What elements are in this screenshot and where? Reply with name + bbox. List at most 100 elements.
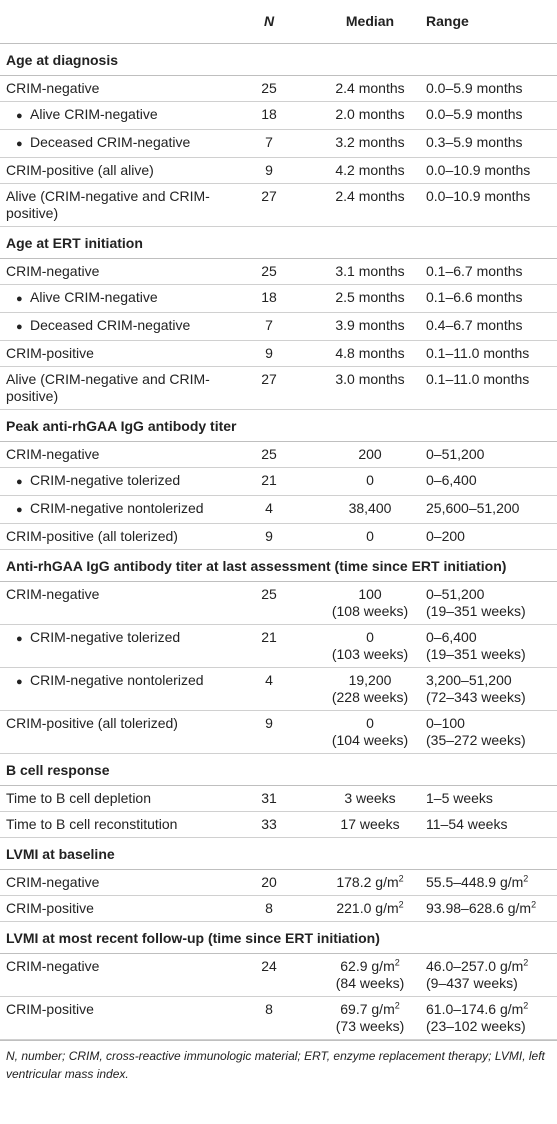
table-row: Time to B cell reconstitution 33 17 weeks 1…: [0, 811, 557, 838]
median-line: 62.9 g/m2: [340, 957, 400, 974]
bullet-icon: ●: [16, 504, 23, 516]
row-median: 69.7 g/m2 (73 weeks): [314, 996, 426, 1040]
row-label-cell: CRIM-positive (all tolerized): [0, 523, 224, 550]
row-n: 25: [224, 581, 314, 625]
header-label: [0, 0, 224, 44]
row-n: 8: [224, 895, 314, 922]
table-body: Age at diagnosis CRIM-negative 25 2.4 month…: [0, 43, 557, 1040]
row-label: CRIM-positive: [6, 1001, 94, 1017]
median-line: 2.0 months: [335, 106, 405, 122]
table-row: ● Deceased CRIM-negative 7 3.2 months 0.3–5.…: [0, 129, 557, 158]
median-line: (108 weeks): [331, 603, 409, 619]
median-line: 3.1 months: [335, 263, 405, 279]
row-n: 21: [224, 467, 314, 496]
header-range: Range: [426, 0, 557, 44]
row-label: Alive CRIM-negative: [30, 106, 158, 122]
median-line: 3.2 months: [335, 134, 405, 150]
median-line: 3.9 months: [335, 317, 405, 333]
row-range: 0.3–5.9 months: [426, 129, 557, 158]
row-range: 0–100 (35–272 weeks): [426, 710, 557, 754]
table-row: ● CRIM-negative tolerized 21 0 0–6,400: [0, 467, 557, 496]
row-range: 0.1–11.0 months: [426, 340, 557, 367]
table-row: CRIM-positive (all tolerized) 9 0 (104 week…: [0, 710, 557, 754]
table-row: CRIM-negative 25 200 0–51,200: [0, 441, 557, 468]
row-median: 200: [314, 441, 426, 468]
header-median: Median: [314, 0, 426, 44]
section-title: B cell response: [0, 753, 557, 786]
row-range: 11–54 weeks: [426, 811, 557, 838]
row-label: CRIM-negative: [6, 874, 100, 890]
range-line: 25,600–51,200: [426, 500, 520, 516]
row-label: CRIM-negative: [6, 958, 100, 974]
range-line: 1–5 weeks: [426, 790, 493, 806]
row-label: CRIM-positive: [6, 900, 94, 916]
table-row: CRIM-positive 9 4.8 months 0.1–11.0 months: [0, 340, 557, 367]
row-n: 27: [224, 366, 314, 410]
bullet-icon: ●: [16, 633, 23, 645]
range-line: 0–51,200: [426, 586, 485, 602]
table-row: Alive (CRIM-negative and CRIM-positive) 2…: [0, 366, 557, 410]
section-header-row: LVMI at most recent follow-up (time sinc…: [0, 921, 557, 954]
range-line: 0.1–11.0 months: [426, 345, 530, 361]
row-label: CRIM-negative: [6, 80, 100, 96]
row-range: 0.0–10.9 months: [426, 183, 557, 227]
range-line: 0.0–5.9 months: [426, 106, 523, 122]
range-line: 61.0–174.6 g/m2: [426, 1000, 529, 1017]
row-median: 17 weeks: [314, 811, 426, 838]
median-line: 2.4 months: [335, 188, 405, 204]
range-line: 0–200: [426, 528, 465, 544]
bullet-icon: ●: [16, 676, 23, 688]
median-line: 2.4 months: [335, 80, 405, 96]
median-line: 200: [358, 446, 382, 462]
row-label: CRIM-negative: [6, 446, 100, 462]
row-median: 2.4 months: [314, 75, 426, 102]
table-row: CRIM-negative 20 178.2 g/m2 55.5–448.9 g/m2: [0, 869, 557, 896]
section-title: Peak anti-rhGAA IgG antibody titer: [0, 409, 557, 442]
row-label-cell: ● CRIM-negative tolerized: [0, 624, 224, 668]
median-line: (84 weeks): [335, 975, 405, 991]
range-line: (9–437 weeks): [426, 975, 518, 991]
row-label-cell: CRIM-negative: [0, 953, 224, 997]
median-line: 0: [366, 528, 374, 544]
bullet-icon: ●: [16, 110, 23, 122]
row-range: 0.1–6.7 months: [426, 258, 557, 285]
range-line: 0.0–10.9 months: [426, 162, 531, 178]
row-label-cell: ● Deceased CRIM-negative: [0, 129, 224, 158]
median-line: 4.2 months: [335, 162, 405, 178]
row-label: CRIM-negative tolerized: [30, 472, 181, 488]
row-label: Time to B cell depletion: [6, 790, 151, 806]
row-n: 9: [224, 157, 314, 184]
range-line: 0.4–6.7 months: [426, 317, 523, 333]
table-row: ● Alive CRIM-negative 18 2.0 months 0.0–5.9 …: [0, 101, 557, 130]
row-label: Alive CRIM-negative: [30, 289, 158, 305]
table-row: ● CRIM-negative nontolerized 4 38,400 25,600…: [0, 495, 557, 524]
range-line: 11–54 weeks: [426, 816, 508, 832]
row-median: 19,200 (228 weeks): [314, 667, 426, 711]
row-median: 0: [314, 523, 426, 550]
median-line: 100: [358, 586, 382, 602]
row-label-cell: CRIM-negative: [0, 258, 224, 285]
section-title: Age at diagnosis: [0, 43, 557, 76]
row-label-cell: ● CRIM-negative nontolerized: [0, 667, 224, 711]
row-n: 4: [224, 667, 314, 711]
range-line: 0.0–5.9 months: [426, 80, 523, 96]
table-row: Time to B cell depletion 31 3 weeks 1–5 wee…: [0, 785, 557, 812]
range-line: 0.0–10.9 months: [426, 188, 531, 204]
median-line: (228 weeks): [331, 689, 409, 705]
row-label-cell: CRIM-positive (all tolerized): [0, 710, 224, 754]
section-header-row: Anti-rhGAA IgG antibody titer at last as…: [0, 549, 557, 582]
section-title: LVMI at most recent follow-up (time sinc…: [0, 921, 557, 954]
row-label: CRIM-negative tolerized: [30, 629, 181, 645]
row-label: CRIM-positive (all tolerized): [6, 715, 178, 731]
row-range: 3,200–51,200 (72–343 weeks): [426, 667, 557, 711]
row-n: 21: [224, 624, 314, 668]
section-header-row: Peak anti-rhGAA IgG antibody titer: [0, 409, 557, 442]
table-row: CRIM-negative 25 2.4 months 0.0–5.9 months: [0, 75, 557, 102]
range-line: (72–343 weeks): [426, 689, 526, 705]
median-line: 221.0 g/m2: [336, 899, 404, 916]
range-line: (19–351 weeks): [426, 646, 526, 662]
row-n: 18: [224, 284, 314, 313]
row-n: 4: [224, 495, 314, 524]
table-header-row: N Median Range: [0, 0, 557, 44]
section-header-row: Age at ERT initiation: [0, 226, 557, 259]
